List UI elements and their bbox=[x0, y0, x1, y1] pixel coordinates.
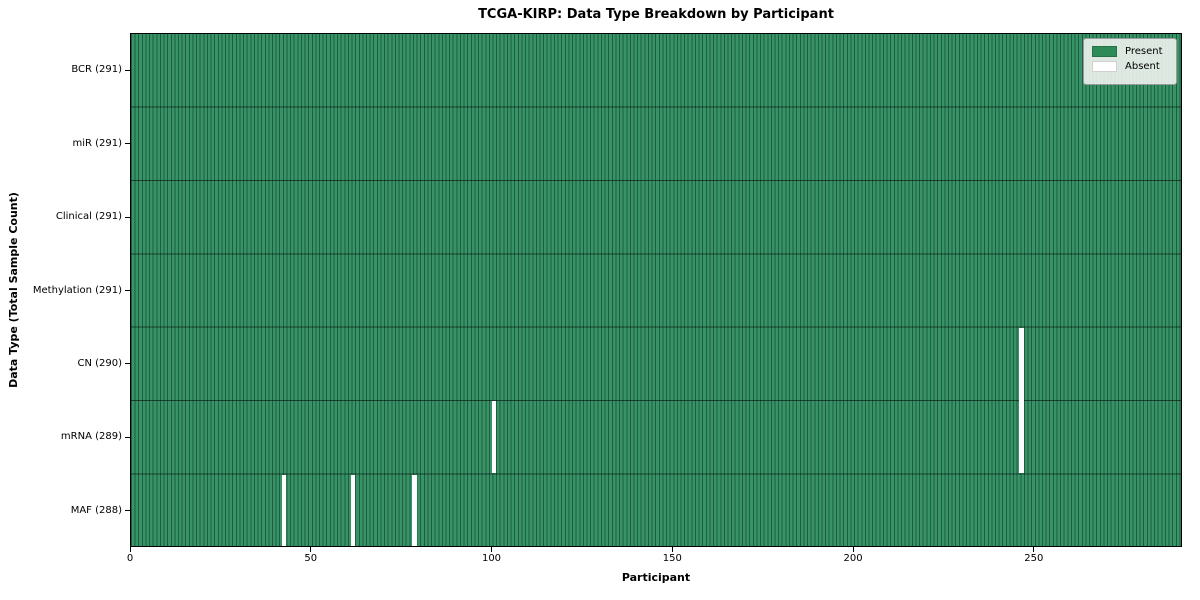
xtick-label-250: 250 bbox=[1024, 553, 1044, 564]
ytick-label-methylation: Methylation (291) bbox=[32, 284, 122, 296]
absent-cell-participant-78 bbox=[411, 474, 417, 546]
legend-label: Present bbox=[1125, 46, 1163, 57]
xtick-label-100: 100 bbox=[481, 553, 502, 564]
legend-label: Absent bbox=[1125, 61, 1160, 72]
ytick-mark bbox=[125, 216, 130, 218]
xtick-label-150: 150 bbox=[662, 553, 682, 564]
ytick-label-cn: CN (290) bbox=[77, 357, 122, 369]
xtick-label-0: 0 bbox=[126, 553, 134, 564]
ytick-mark bbox=[125, 510, 130, 512]
ytick-label-clinical: Clinical (291) bbox=[55, 211, 122, 223]
heatmap-plot-area bbox=[130, 33, 1182, 547]
xtick-mark bbox=[129, 547, 131, 552]
absent-cell-participant-246 bbox=[1019, 327, 1024, 473]
legend-item-present: Present bbox=[1092, 46, 1176, 57]
xtick-label-50: 50 bbox=[304, 553, 318, 564]
absent-cell-participant-100 bbox=[491, 401, 497, 473]
chart-title: TCGA-KIRP: Data Type Breakdown by Partic… bbox=[478, 7, 834, 22]
xtick-mark bbox=[852, 547, 854, 552]
x-axis-label: Participant bbox=[621, 571, 691, 584]
ytick-label-bcr: BCR (291) bbox=[71, 64, 122, 76]
absent-cell-participant-42 bbox=[281, 474, 287, 546]
ytick-mark bbox=[125, 436, 130, 438]
xtick-label-200: 200 bbox=[843, 553, 863, 564]
absent-cell-participant-61 bbox=[350, 474, 356, 546]
xtick-mark bbox=[671, 547, 673, 552]
xtick-mark bbox=[1033, 547, 1035, 552]
xtick-mark bbox=[491, 547, 492, 552]
legend-swatch-absent bbox=[1092, 61, 1117, 72]
ytick-mark bbox=[125, 69, 130, 71]
ytick-label-mir: miR (291) bbox=[72, 137, 122, 149]
ytick-mark bbox=[125, 143, 130, 145]
ytick-label-maf: MAF (288) bbox=[70, 504, 122, 516]
legend-swatch-present bbox=[1092, 46, 1117, 57]
ytick-mark bbox=[125, 363, 130, 365]
ytick-label-mrna: mRNA (289) bbox=[60, 431, 122, 443]
legend-box: Present Absent bbox=[1083, 38, 1177, 85]
legend-item-absent: Absent bbox=[1092, 61, 1176, 72]
ytick-mark bbox=[125, 290, 130, 291]
xtick-mark bbox=[310, 547, 312, 552]
